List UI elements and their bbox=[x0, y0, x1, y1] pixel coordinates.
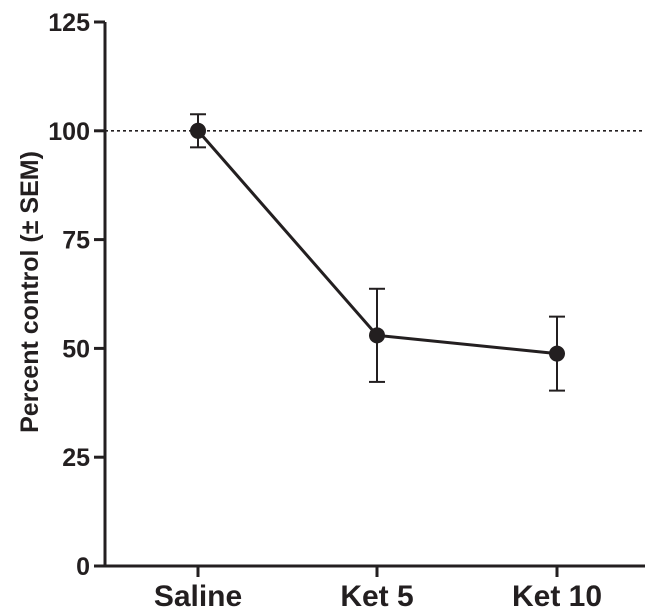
data-point bbox=[369, 327, 385, 343]
y-axis-title: Percent control (± SEM) bbox=[16, 151, 44, 433]
data-point bbox=[549, 346, 565, 362]
y-tick-label: 50 bbox=[62, 335, 90, 363]
data-point bbox=[190, 123, 206, 139]
data-marks bbox=[190, 114, 565, 390]
x-tick-label: Ket 10 bbox=[512, 580, 602, 613]
y-tick-label: 75 bbox=[62, 227, 90, 255]
y-tick-label: 0 bbox=[76, 553, 90, 581]
x-tick-label: Ket 5 bbox=[340, 580, 413, 613]
x-tick-label: Saline bbox=[154, 580, 242, 613]
axes: 0 25 50 75 100 125 Saline Ket 5 Ket 10 bbox=[48, 9, 645, 613]
y-tick-label: 100 bbox=[48, 118, 90, 146]
y-tick-label: 125 bbox=[48, 9, 90, 37]
y-tick-label: 25 bbox=[62, 444, 90, 472]
